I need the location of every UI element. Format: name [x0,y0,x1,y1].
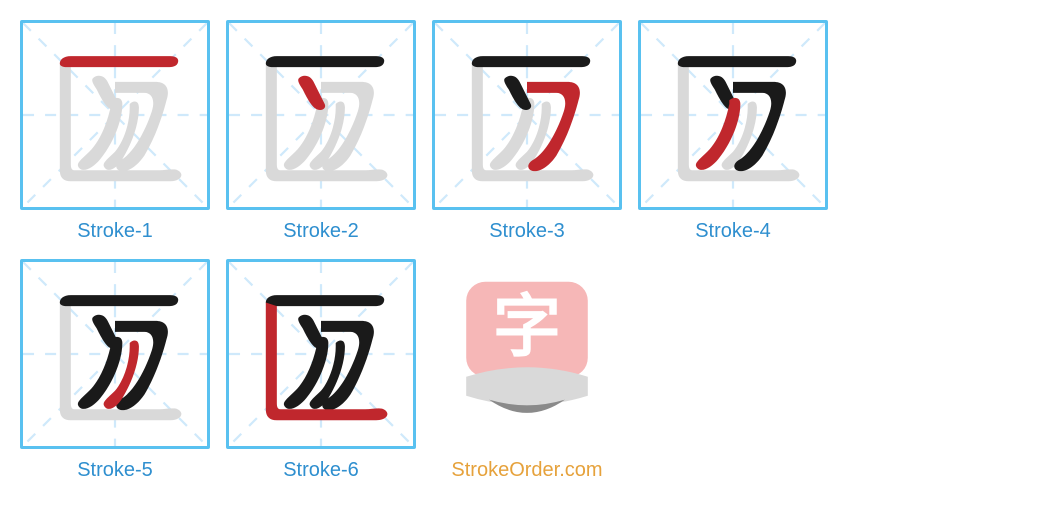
stroke-tile-4 [638,20,828,210]
stroke-cell-5: Stroke-5 [20,259,210,482]
stroke-tile-5 [20,259,210,449]
brand-caption[interactable]: StrokeOrder.com [451,459,602,482]
stroke-cell-2: Stroke-2 [226,20,416,243]
stroke-order-grid: Stroke-1 Stroke-2 Stroke-3 Stroke-4 Stro… [20,20,1030,482]
stroke-cell-3: Stroke-3 [432,20,622,243]
stroke-cell-4: Stroke-4 [638,20,828,243]
brand-logo-tile: 字 [432,259,622,449]
stroke-caption-1: Stroke-1 [77,220,153,243]
stroke-caption-3: Stroke-3 [489,220,565,243]
brand-cell: 字 StrokeOrder.com [432,259,622,482]
stroke-cell-1: Stroke-1 [20,20,210,243]
stroke-caption-5: Stroke-5 [77,459,153,482]
stroke-cell-6: Stroke-6 [226,259,416,482]
stroke-tile-1 [20,20,210,210]
stroke-caption-4: Stroke-4 [695,220,771,243]
stroke-caption-2: Stroke-2 [283,220,359,243]
stroke-caption-6: Stroke-6 [283,459,359,482]
stroke-tile-2 [226,20,416,210]
stroke-tile-6 [226,259,416,449]
svg-text:字: 字 [493,289,561,365]
stroke-tile-3 [432,20,622,210]
